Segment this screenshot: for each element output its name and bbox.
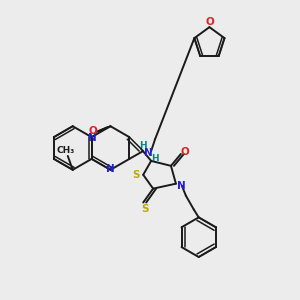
Text: S: S: [142, 204, 149, 214]
Text: CH₃: CH₃: [57, 146, 75, 155]
Text: H: H: [140, 140, 147, 149]
Text: O: O: [88, 126, 97, 136]
Text: S: S: [133, 170, 140, 180]
Text: N: N: [178, 181, 186, 191]
Text: N: N: [144, 148, 152, 158]
Text: N: N: [106, 164, 115, 174]
Text: O: O: [181, 147, 189, 157]
Text: O: O: [205, 17, 214, 27]
Text: N: N: [88, 133, 97, 143]
Text: H: H: [151, 154, 159, 164]
